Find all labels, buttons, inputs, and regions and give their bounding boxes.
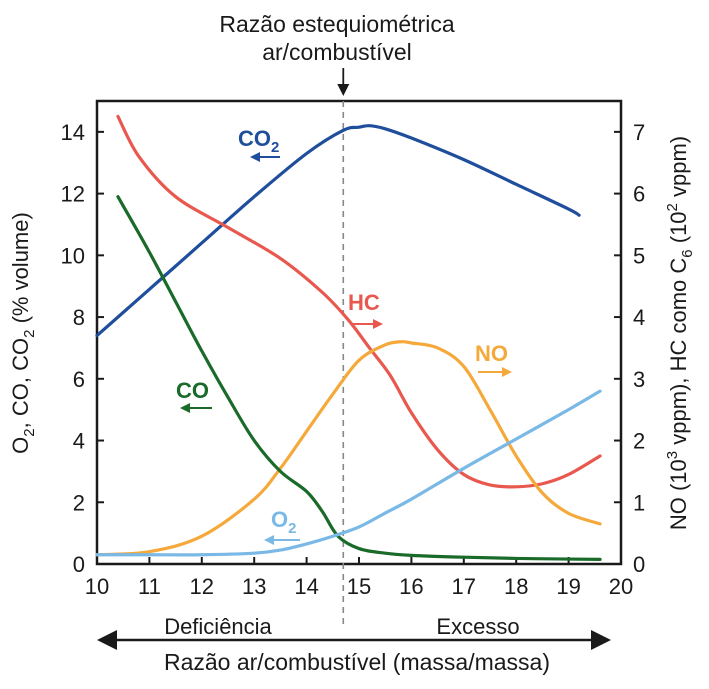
y-right-tick-label: 4 (633, 305, 645, 330)
annotation-line2: ar/combustível (262, 39, 412, 65)
y-left-tick-label: 0 (73, 552, 85, 577)
region-right-label: Excesso (436, 614, 519, 639)
y-axis-right-label: NO (103 vppm), HC como C6 (102 vppm) (664, 136, 696, 530)
x-axis-label: Razão ar/combustível (massa/massa) (164, 649, 550, 675)
series-arrowhead-no (502, 367, 512, 377)
y-right-tick-label: 1 (633, 490, 645, 515)
annotation-arrow (337, 68, 350, 96)
x-tick-label: 11 (138, 574, 161, 599)
y-left-tick-label: 2 (73, 490, 85, 515)
y-right-tick-label: 7 (633, 120, 645, 145)
x-tick-label: 17 (452, 574, 476, 599)
x-tick-label: 14 (294, 574, 318, 599)
series-label-o2: O2 (271, 507, 296, 537)
x-tick-label: 15 (347, 574, 371, 599)
x-tick-label: 12 (190, 574, 214, 599)
x-tick-label: 13 (242, 574, 266, 599)
y-right-tick-label: 3 (633, 367, 645, 392)
y-left-tick-label: 4 (73, 429, 85, 454)
y-right-tick-label: 2 (633, 429, 645, 454)
y-right-tick-label: 5 (633, 243, 645, 268)
bottom-double-arrow (97, 630, 611, 650)
series-label-co2: CO2 (238, 126, 279, 156)
y-left-tick-label: 12 (61, 182, 85, 207)
series-line-co (116, 195, 602, 561)
x-tick-label: 16 (399, 574, 423, 599)
series-arrowhead-co (180, 403, 190, 413)
region-left-label: Deficiência (164, 614, 272, 639)
series-arrowhead-hc (373, 319, 383, 329)
series-labels: CO2 HC NO CO O2 (176, 126, 512, 545)
series-arrowhead-o2 (264, 535, 274, 545)
series-line-no (95, 340, 602, 557)
y-left-tick-label: 8 (73, 305, 85, 330)
y-right-tick-label: 0 (633, 552, 645, 577)
annotation-line1: Razão estequiométrica (219, 11, 454, 37)
y-left-tick-label: 6 (73, 367, 85, 392)
y-left-tick-label: 14 (61, 120, 85, 145)
y-axis-left-label: O2, CO, CO2 (% volume) (8, 212, 38, 454)
series-line-hc (116, 114, 602, 489)
x-tick-label: 19 (556, 574, 580, 599)
x-tick-label: 20 (609, 574, 633, 599)
series-line-o2 (95, 389, 602, 557)
series-line-co2 (95, 124, 581, 338)
series-label-hc: HC (348, 290, 380, 315)
x-tick-label: 10 (85, 574, 109, 599)
series-layer (95, 114, 602, 561)
y-left-tick-label: 10 (61, 243, 85, 268)
series-label-co: CO (176, 378, 209, 403)
series-label-no: NO (475, 341, 508, 366)
x-tick-label: 18 (504, 574, 528, 599)
y-right-tick-label: 6 (633, 182, 645, 207)
axis-ticks: 10 11 12 13 14 15 16 17 18 19 20024681012140123456… (61, 120, 646, 599)
series-arrowhead-co2 (250, 152, 260, 162)
